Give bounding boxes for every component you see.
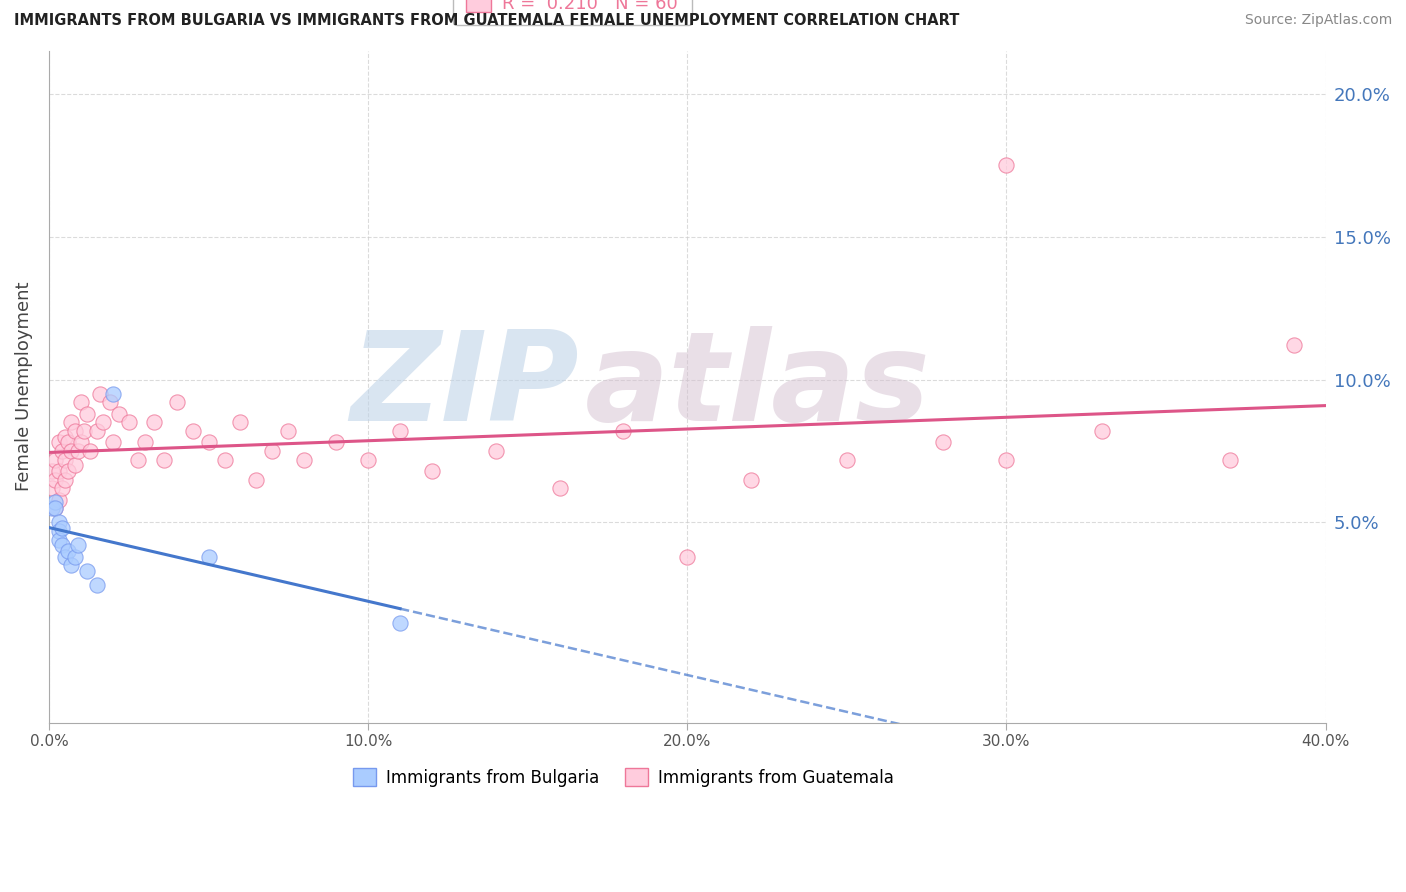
Point (63, 549, 86, 564)
Text: Source: ZipAtlas.com: Source: ZipAtlas.com (1244, 13, 1392, 28)
Point (181, 424, 204, 438)
Point (73, 424, 96, 438)
Point (835, 452, 858, 467)
Point (48, 492, 70, 507)
Point (48, 524, 70, 538)
Point (86, 424, 108, 438)
Point (325, 435, 347, 450)
Point (108, 407, 131, 421)
Point (86, 578, 108, 592)
Point (229, 416, 252, 430)
Legend: Immigrants from Bulgaria, Immigrants from Guatemala: Immigrants from Bulgaria, Immigrants fro… (344, 760, 903, 795)
Y-axis label: Female Unemployment: Female Unemployment (15, 282, 32, 491)
Point (56, 435, 79, 450)
Point (48, 435, 70, 450)
Point (41, 464, 63, 478)
Point (48, 516, 70, 530)
Point (53, 430, 76, 444)
Point (262, 444, 284, 458)
Point (1282, 338, 1305, 352)
Point (51, 444, 73, 458)
Point (70, 435, 93, 450)
Point (1219, 452, 1241, 467)
Point (197, 435, 219, 450)
Point (612, 424, 634, 438)
Point (134, 435, 156, 450)
Point (277, 424, 299, 438)
Point (48, 533, 70, 547)
Point (548, 481, 571, 495)
Point (76, 564, 98, 578)
Point (51, 521, 73, 535)
Point (740, 473, 762, 487)
Point (53, 473, 76, 487)
Point (79, 444, 101, 458)
Point (197, 549, 219, 564)
Point (48, 464, 70, 478)
Point (41, 481, 63, 495)
Point (51, 538, 73, 552)
Point (995, 452, 1018, 467)
Point (420, 464, 443, 478)
Point (101, 386, 124, 401)
Point (166, 395, 188, 409)
Point (70, 395, 93, 409)
Text: ZIP: ZIP (350, 326, 579, 447)
Point (485, 444, 508, 458)
Point (389, 615, 412, 630)
Point (60, 558, 83, 573)
Point (98, 395, 121, 409)
Point (53, 452, 76, 467)
Point (51, 481, 73, 495)
Point (66, 444, 89, 458)
Point (56, 464, 79, 478)
Point (60, 416, 83, 430)
Point (389, 424, 412, 438)
Point (63, 424, 86, 438)
Point (127, 452, 149, 467)
Point (118, 416, 141, 430)
Point (101, 435, 124, 450)
Point (60, 444, 83, 458)
Point (91, 416, 114, 430)
Point (995, 158, 1018, 172)
Point (44, 452, 66, 467)
Text: IMMIGRANTS FROM BULGARIA VS IMMIGRANTS FROM GUATEMALA FEMALE UNEMPLOYMENT CORREL: IMMIGRANTS FROM BULGARIA VS IMMIGRANTS F… (14, 13, 959, 29)
Point (44, 495, 66, 509)
Point (89, 386, 111, 401)
Point (44, 501, 66, 516)
Point (931, 435, 953, 450)
Point (63, 458, 86, 473)
Point (214, 452, 236, 467)
Point (245, 473, 267, 487)
Point (44, 501, 66, 516)
Point (292, 452, 315, 467)
Point (44, 473, 66, 487)
Point (143, 416, 166, 430)
Point (66, 538, 89, 552)
Point (357, 452, 380, 467)
Point (56, 544, 79, 558)
Text: atlas: atlas (585, 326, 931, 447)
Point (53, 549, 76, 564)
Point (676, 549, 699, 564)
Point (76, 407, 98, 421)
Point (153, 452, 176, 467)
Point (1091, 424, 1114, 438)
Point (41, 501, 63, 516)
